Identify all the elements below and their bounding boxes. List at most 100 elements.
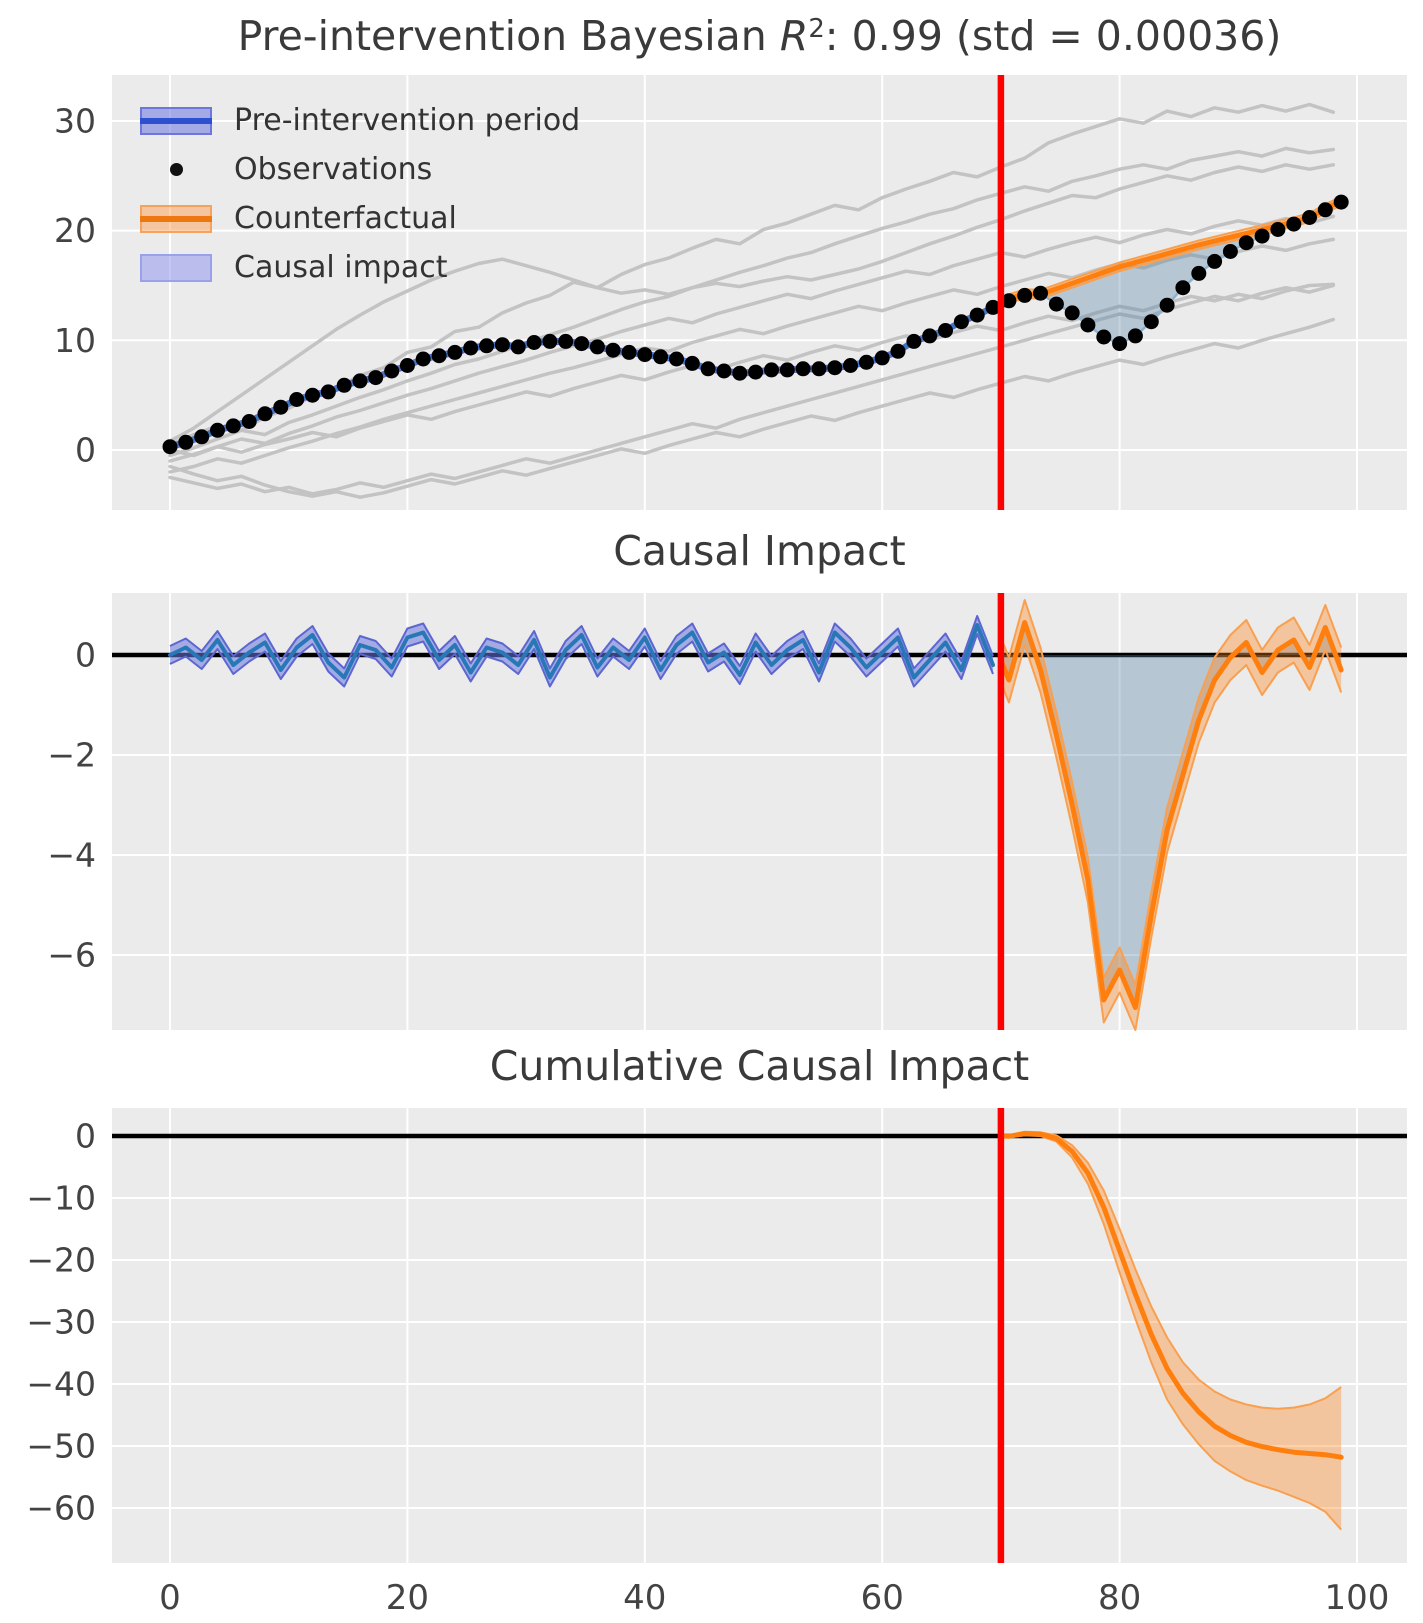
observation-dot [368,370,384,386]
y-tick-label: 0 [75,1117,96,1156]
observation-dot [178,434,194,450]
cumulative-line [998,1131,1344,1460]
observation-dot [1175,280,1191,296]
y-tick-label: −20 [26,1241,96,1280]
observation-dot [384,363,400,379]
y-tick-label: −4 [47,836,96,875]
observation-dot [589,339,605,355]
observation-dot [463,340,479,356]
band-marker-glyph [140,204,212,233]
observation-dot [1317,202,1333,218]
x-tick-label: 80 [1098,1578,1141,1618]
observation-dot [684,355,700,371]
observation-dot [779,362,795,378]
legend-label: Counterfactual [234,201,457,236]
cumulative-band-upper-edge [1000,1130,1342,1410]
observation-dot [542,333,558,349]
legend-label: Causal impact [234,250,448,285]
observation-dot [748,364,764,380]
y-tick-label: −50 [26,1427,96,1466]
impact-post-band-upper-edge [999,599,1343,986]
observation-dot [574,336,590,352]
control-series-line [168,317,1336,499]
title-r-symbol: R [779,12,809,60]
observation-dot [257,406,273,422]
bottom-panel-title: Cumulative Causal Impact [489,1042,1030,1090]
patch-marker-glyph [140,253,212,282]
observation-dot [938,323,953,338]
impact-pre-band-upper-edge [169,615,994,670]
dot-marker-glyph [169,163,183,176]
y-tick-label: 30 [54,102,96,141]
impact-post-band-lower-edge [999,644,1343,1031]
observation-dot [415,351,431,367]
counterfactual-band-upper-edge [1000,195,1342,302]
observation-dot [558,333,574,349]
observation-dot [653,349,669,365]
observation-dot [1207,253,1223,269]
top-panel-title: Pre-intervention Bayesian R2: 0.99 (std … [112,12,1407,67]
x-tick-label: 20 [386,1578,429,1618]
observation-dot [985,299,1001,315]
observation-dot [1302,210,1317,225]
legend-item-counterfactual: Counterfactual [138,199,580,238]
observation-dot [241,414,257,429]
observation-dot [479,338,495,354]
legend-label: Observations [234,152,433,187]
legend-item-pre-intervention: Pre-intervention period [138,101,580,140]
observation-dot [510,339,526,355]
observation-dot [637,347,653,363]
observation-dot [1048,296,1064,312]
observation-dot [700,361,716,377]
legend-item-causal-impact: Causal impact [138,248,580,287]
observation-dot [716,363,732,379]
control-series-line [168,214,1336,463]
observation-dot [225,418,241,434]
x-tick-label: 60 [861,1578,904,1618]
observation-dot [795,361,811,377]
title-suffix: : 0.99 (std = 0.00036) [824,12,1282,60]
observation-dot [305,387,320,403]
observation-dot [969,307,985,323]
marker-center-line [140,117,212,124]
band-marker-glyph [140,106,212,135]
y-tick-label: −30 [26,1303,96,1342]
observation-dot [526,335,542,350]
observation-dot [605,342,621,358]
impact-pre-line [168,623,995,680]
middle-panel-title: Causal Impact [613,527,906,575]
legend: Pre-intervention period Observations Cou… [138,101,580,287]
y-tick-label: 0 [75,431,96,470]
observation-dot [320,384,336,400]
observation-dot [1159,297,1175,313]
observation-dot [336,377,352,393]
observation-dot [1127,328,1143,344]
observation-dot [210,422,225,438]
control-series-line [168,163,1336,443]
observation-dot [1064,305,1080,321]
y-tick-label: −2 [47,736,96,775]
observation-dot [1222,244,1238,259]
observation-dot [858,354,874,370]
observation-dot [447,344,463,360]
observation-dot [273,399,289,415]
observation-dot [953,314,969,330]
observation-dot [1080,317,1096,333]
observation-dot [1017,287,1033,303]
causal-impact-patch-icon [138,253,214,282]
title-prefix: Pre-intervention Bayesian [237,12,780,60]
y-tick-label: 10 [54,321,96,360]
control-series-line [168,146,1336,458]
observation-dot [1270,222,1286,237]
observation-dot [194,429,210,445]
observation-dot [1286,216,1302,232]
observation-dot [1254,228,1270,244]
observation-dot [162,439,178,455]
observation-dot [1143,314,1159,330]
observation-dot [289,392,305,407]
observation-dot [1333,194,1349,210]
pre-intervention-band-icon [138,106,214,135]
impact-post-line [998,620,1344,1010]
